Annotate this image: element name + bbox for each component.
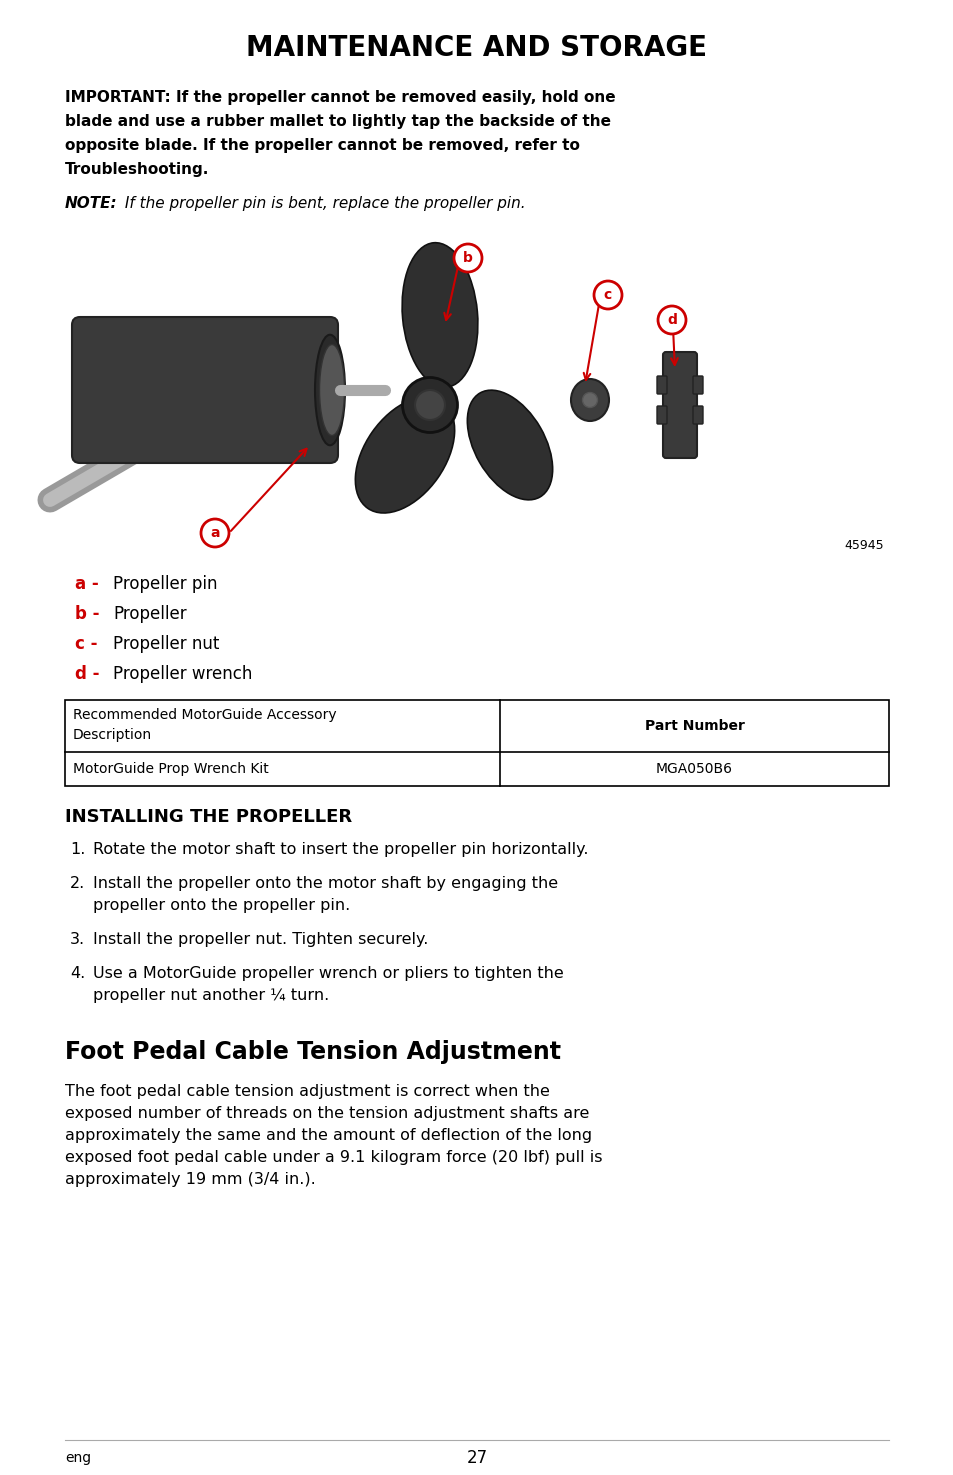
Text: 3.: 3. bbox=[70, 932, 85, 947]
Text: Recommended MotorGuide Accessory: Recommended MotorGuide Accessory bbox=[73, 708, 336, 721]
Circle shape bbox=[658, 305, 685, 333]
Ellipse shape bbox=[415, 389, 444, 420]
Circle shape bbox=[594, 282, 621, 308]
Text: opposite blade. If the propeller cannot be removed, refer to: opposite blade. If the propeller cannot … bbox=[65, 139, 579, 153]
Bar bbox=[65, 701, 888, 786]
Text: Propeller pin: Propeller pin bbox=[112, 575, 217, 593]
Text: a -: a - bbox=[75, 575, 99, 593]
Text: Troubleshooting.: Troubleshooting. bbox=[65, 162, 209, 177]
Text: 4.: 4. bbox=[70, 966, 85, 981]
Text: NOTE:: NOTE: bbox=[65, 196, 117, 211]
Text: MGA050B6: MGA050B6 bbox=[656, 763, 732, 776]
Text: exposed foot pedal cable under a 9.1 kilogram force (20 lbf) pull is: exposed foot pedal cable under a 9.1 kil… bbox=[65, 1150, 602, 1165]
Text: d -: d - bbox=[75, 665, 99, 683]
Text: Part Number: Part Number bbox=[644, 718, 743, 733]
Text: d: d bbox=[666, 313, 677, 327]
FancyBboxPatch shape bbox=[662, 353, 697, 459]
Text: approximately 19 mm (3/4 in.).: approximately 19 mm (3/4 in.). bbox=[65, 1173, 315, 1187]
Text: Description: Description bbox=[73, 729, 152, 742]
Text: Rotate the motor shaft to insert the propeller pin horizontally.: Rotate the motor shaft to insert the pro… bbox=[92, 842, 588, 857]
Text: exposed number of threads on the tension adjustment shafts are: exposed number of threads on the tension… bbox=[65, 1106, 589, 1121]
Text: If the propeller pin is bent, replace the propeller pin.: If the propeller pin is bent, replace th… bbox=[120, 196, 525, 211]
FancyBboxPatch shape bbox=[71, 317, 337, 463]
Text: INSTALLING THE PROPELLER: INSTALLING THE PROPELLER bbox=[65, 808, 352, 826]
Text: 1.: 1. bbox=[70, 842, 85, 857]
Text: Use a MotorGuide propeller wrench or pliers to tighten the: Use a MotorGuide propeller wrench or pli… bbox=[92, 966, 563, 981]
Text: eng: eng bbox=[65, 1451, 91, 1465]
FancyBboxPatch shape bbox=[692, 406, 702, 423]
Ellipse shape bbox=[571, 379, 608, 420]
Text: c -: c - bbox=[75, 636, 97, 653]
Text: 27: 27 bbox=[466, 1448, 487, 1468]
Text: blade and use a rubber mallet to lightly tap the backside of the: blade and use a rubber mallet to lightly… bbox=[65, 114, 610, 128]
Text: c: c bbox=[603, 288, 612, 302]
Ellipse shape bbox=[402, 378, 457, 432]
Text: b: b bbox=[462, 251, 473, 266]
Text: MotorGuide Prop Wrench Kit: MotorGuide Prop Wrench Kit bbox=[73, 763, 269, 776]
Text: 2.: 2. bbox=[70, 876, 85, 891]
Text: IMPORTANT: If the propeller cannot be removed easily, hold one: IMPORTANT: If the propeller cannot be re… bbox=[65, 90, 615, 105]
Text: Propeller: Propeller bbox=[112, 605, 187, 622]
Text: approximately the same and the amount of deflection of the long: approximately the same and the amount of… bbox=[65, 1128, 592, 1143]
Text: a: a bbox=[210, 527, 219, 540]
Text: The foot pedal cable tension adjustment is correct when the: The foot pedal cable tension adjustment … bbox=[65, 1084, 549, 1099]
Text: Install the propeller onto the motor shaft by engaging the: Install the propeller onto the motor sha… bbox=[92, 876, 558, 891]
Text: Propeller nut: Propeller nut bbox=[112, 636, 219, 653]
Text: 45945: 45945 bbox=[843, 538, 883, 552]
FancyBboxPatch shape bbox=[657, 406, 666, 423]
Ellipse shape bbox=[314, 335, 345, 445]
Text: MAINTENANCE AND STORAGE: MAINTENANCE AND STORAGE bbox=[246, 34, 707, 62]
Ellipse shape bbox=[355, 397, 455, 513]
Ellipse shape bbox=[467, 391, 552, 500]
Ellipse shape bbox=[402, 243, 477, 388]
Circle shape bbox=[454, 243, 481, 271]
Text: Propeller wrench: Propeller wrench bbox=[112, 665, 253, 683]
Circle shape bbox=[201, 519, 229, 547]
Text: propeller nut another ¼ turn.: propeller nut another ¼ turn. bbox=[92, 988, 329, 1003]
Text: Foot Pedal Cable Tension Adjustment: Foot Pedal Cable Tension Adjustment bbox=[65, 1040, 560, 1063]
Text: Install the propeller nut. Tighten securely.: Install the propeller nut. Tighten secur… bbox=[92, 932, 428, 947]
Text: propeller onto the propeller pin.: propeller onto the propeller pin. bbox=[92, 898, 350, 913]
Text: b -: b - bbox=[75, 605, 99, 622]
FancyBboxPatch shape bbox=[657, 376, 666, 394]
Ellipse shape bbox=[319, 345, 344, 435]
Ellipse shape bbox=[582, 392, 597, 407]
FancyBboxPatch shape bbox=[692, 376, 702, 394]
